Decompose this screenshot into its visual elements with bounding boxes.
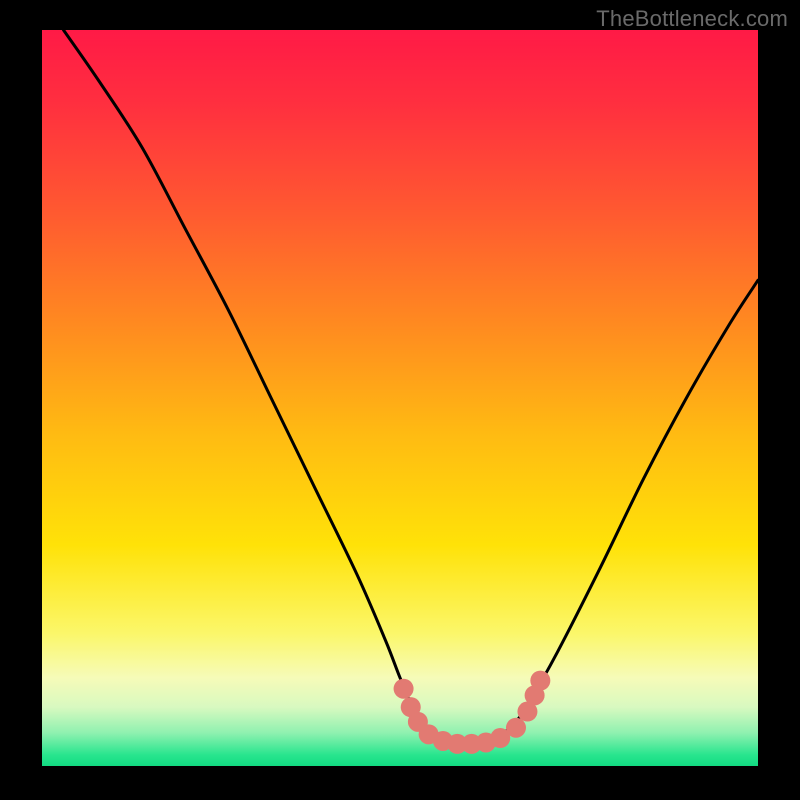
marker-dot — [506, 718, 526, 738]
marker-dot — [394, 679, 414, 699]
chart-stage: TheBottleneck.com — [0, 0, 800, 800]
marker-dot — [530, 671, 550, 691]
background-svg — [0, 0, 800, 800]
plot-gradient — [42, 30, 758, 766]
watermark-text: TheBottleneck.com — [596, 6, 788, 32]
